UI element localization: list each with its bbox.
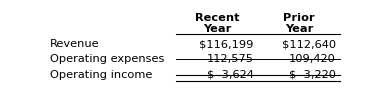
Text: $112,640: $112,640 xyxy=(282,39,336,49)
Text: 112,575: 112,575 xyxy=(207,54,254,64)
Text: Revenue: Revenue xyxy=(50,39,100,49)
Text: $  3,220: $ 3,220 xyxy=(289,70,336,80)
Text: Operating expenses: Operating expenses xyxy=(50,54,164,64)
Text: $  3,624: $ 3,624 xyxy=(207,70,254,80)
Text: 109,420: 109,420 xyxy=(289,54,336,64)
Text: $116,199: $116,199 xyxy=(200,39,254,49)
Text: Recent
Year: Recent Year xyxy=(195,13,239,34)
Text: Operating income: Operating income xyxy=(50,70,153,80)
Text: Prior
Year: Prior Year xyxy=(284,13,315,34)
